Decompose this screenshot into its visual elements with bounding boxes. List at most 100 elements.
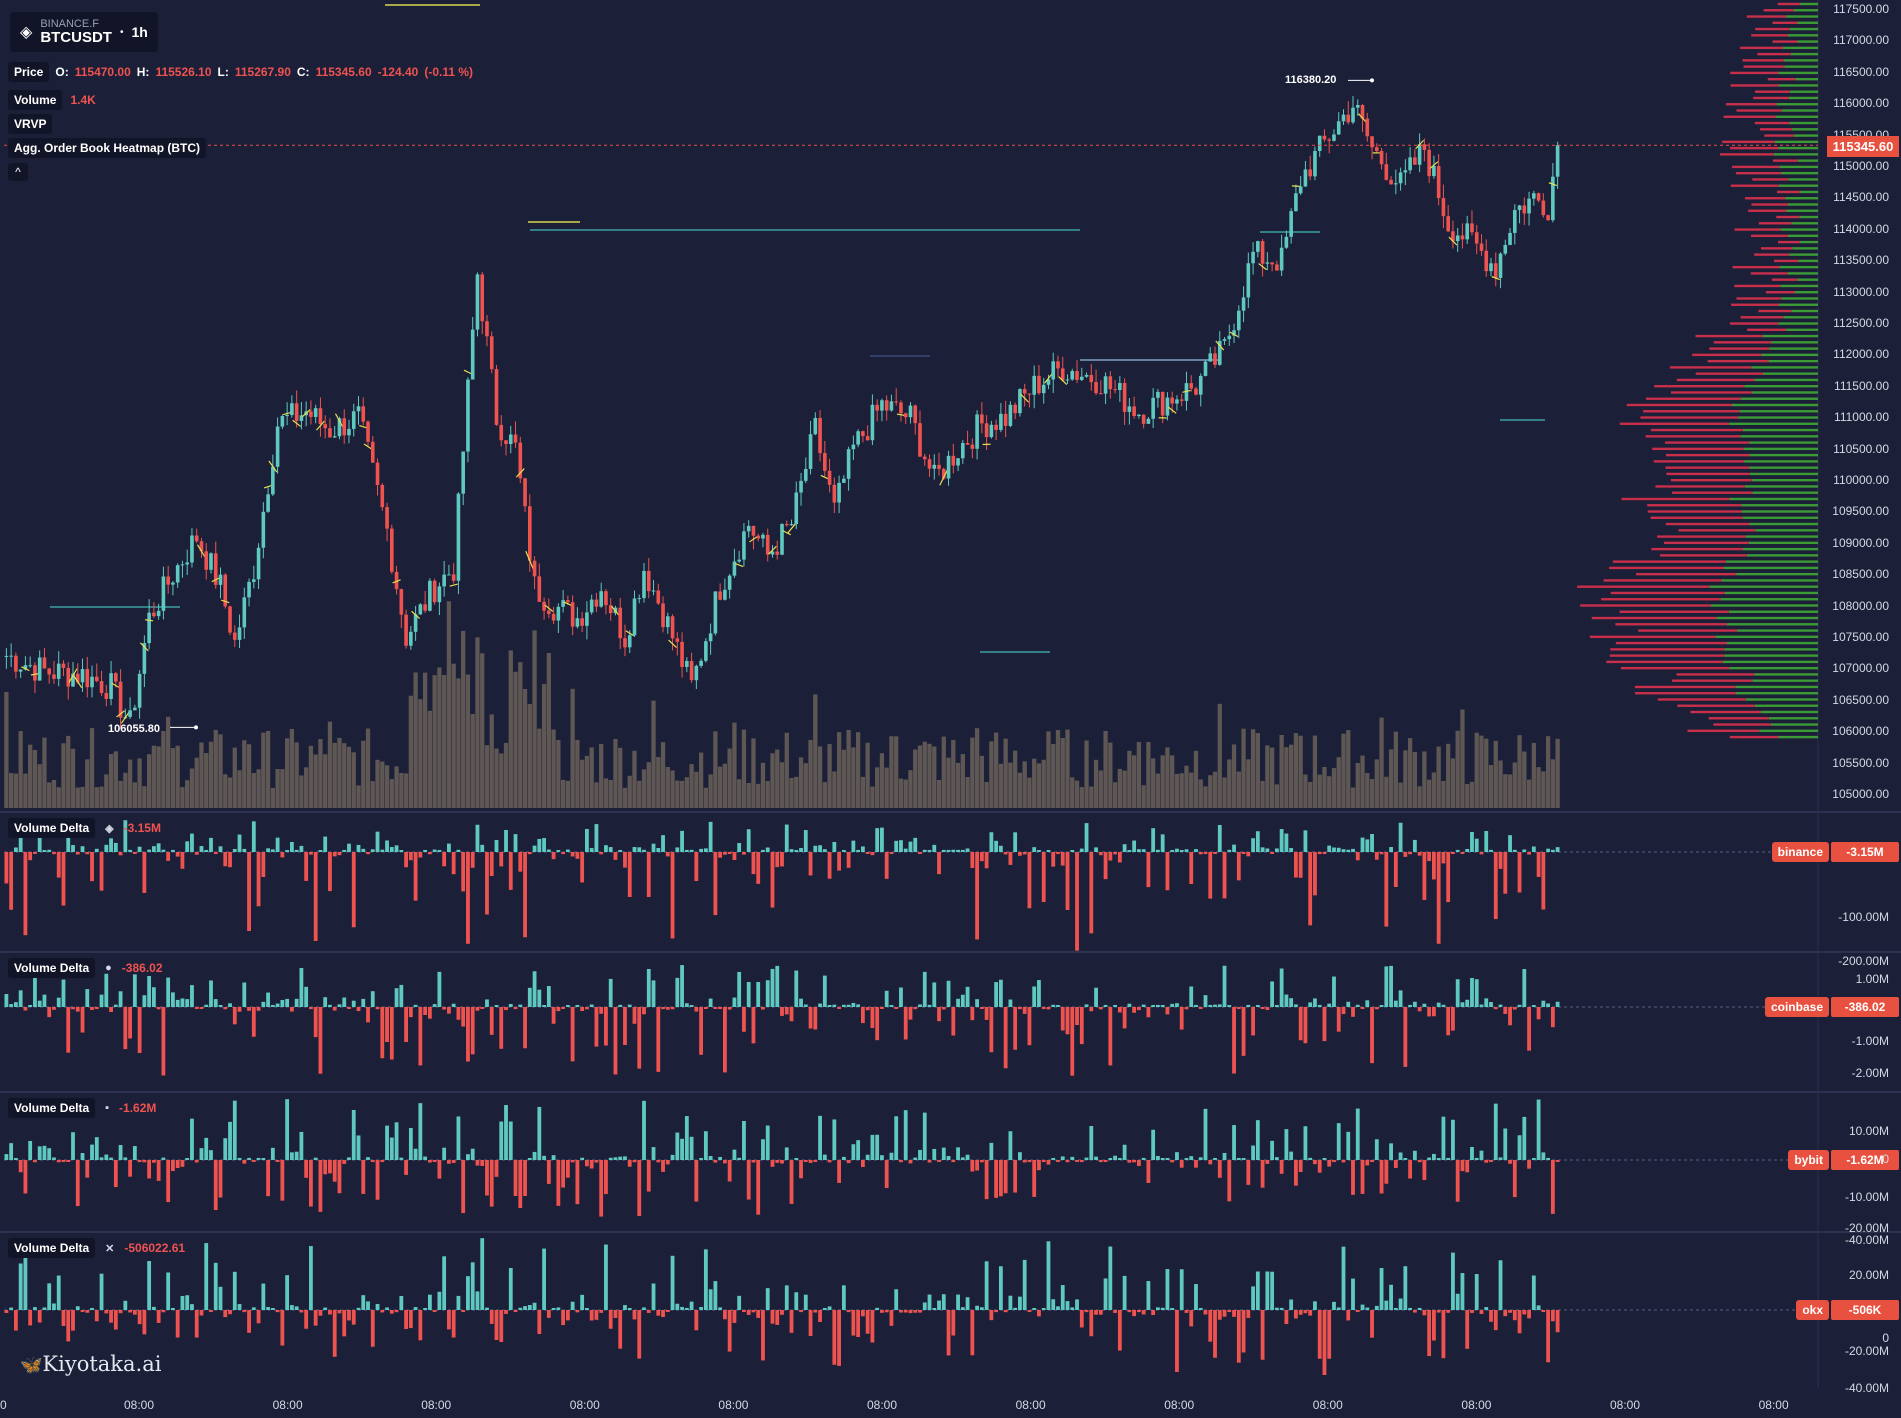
volume-delta-bar (1070, 1007, 1075, 1076)
volume-delta-bar (432, 1004, 437, 1007)
volume-bar (356, 785, 361, 808)
volume-delta-bar (637, 847, 642, 852)
volume-profile-sell-bar (1647, 510, 1742, 513)
volume-delta-bar (532, 1151, 537, 1160)
volume-profile-sell-bar (1657, 535, 1746, 538)
volume-delta-bar (937, 852, 941, 875)
volume-delta-bar (1189, 852, 1194, 884)
volume-delta-bar (242, 848, 247, 852)
symbol-header[interactable]: ◈ BINANCE.F BTCUSDT • 1h (10, 12, 158, 52)
volume-bar (884, 767, 889, 808)
volume-delta-bar (1336, 1307, 1341, 1310)
collapse-legend-button[interactable]: ^ (8, 163, 28, 181)
volume-delta-bar (770, 852, 775, 908)
volume-bar (80, 786, 85, 808)
volume-delta-bar (561, 852, 566, 855)
volume-profile-sell-bar (1620, 666, 1730, 670)
volume-delta-bar (504, 1007, 508, 1011)
volume-bar (1312, 735, 1318, 808)
candle-body (1094, 382, 1098, 394)
order-level-tick (1020, 393, 1030, 403)
price-tick-label: 114500.00 (1833, 190, 1889, 205)
volume-delta-bar (52, 1007, 56, 1010)
volume-bar (1051, 743, 1056, 808)
volume-delta-bar (1175, 1310, 1179, 1372)
volume-delta-bar (475, 1007, 480, 1011)
volume-profile-buy-bar (1794, 291, 1818, 294)
exchange-name: BINANCE.F (40, 18, 99, 30)
volume-delta-bar (1531, 846, 1536, 852)
volume-bar (932, 746, 937, 808)
volume-delta-bar (399, 1295, 404, 1310)
volume-label[interactable]: Volume (8, 90, 63, 110)
volume-delta-bar (1436, 852, 1441, 944)
candle-body (1113, 389, 1117, 391)
volume-delta-bar (1332, 1301, 1336, 1310)
volume-delta-bar (1284, 1129, 1289, 1160)
volume-profile-buy-bar (1799, 215, 1818, 219)
volume-delta-bar (47, 1283, 52, 1310)
volume-profile-buy-bar (1783, 316, 1818, 319)
volume-delta-bar (951, 1310, 956, 1336)
volume-bar (284, 738, 290, 808)
volume-delta-bar (261, 1001, 266, 1007)
volume-delta-bar (827, 852, 832, 879)
volume-delta-bar (42, 1145, 47, 1160)
volume-delta-bar (1355, 1310, 1360, 1313)
volume-bar (1436, 746, 1441, 808)
volume-delta-label[interactable]: Volume Delta (8, 958, 96, 978)
okx-badge: okx (1796, 1300, 1829, 1320)
heatmap-label[interactable]: Agg. Order Book Heatmap (BTC) (8, 138, 207, 158)
close-value: 115345.60 (315, 65, 372, 79)
volume-delta-bar (532, 971, 537, 1007)
candle-body (875, 404, 879, 411)
volume-delta-bar (694, 1310, 699, 1331)
order-level-tick (668, 639, 677, 649)
volume-delta-bar (841, 1004, 846, 1007)
volume-profile-sell-bar (1653, 460, 1745, 463)
volume-delta-bar (1241, 1157, 1246, 1160)
volume-delta-label[interactable]: Volume Delta (8, 1098, 96, 1118)
volume-bar (365, 728, 371, 808)
time-tick-label: 08:00 (124, 1398, 155, 1412)
candle-body (1084, 374, 1089, 377)
price-label[interactable]: Price (8, 62, 50, 82)
volume-profile-buy-bar (1787, 272, 1818, 275)
volume-bar (442, 675, 447, 808)
volume-bar (1222, 777, 1227, 808)
volume-profile-buy-bar (1762, 372, 1818, 375)
volume-profile-sell-bar (1676, 673, 1755, 676)
candle-body (675, 638, 680, 642)
candle-body (1555, 145, 1560, 177)
volume-delta-bar (223, 1138, 228, 1160)
volume-delta-label[interactable]: Volume Delta (8, 1238, 96, 1258)
volume-delta-bar (99, 1157, 104, 1160)
volume-bar (508, 650, 513, 808)
volume-delta-bar (570, 1007, 575, 1062)
candle-body (837, 482, 841, 503)
volume-delta-bar (1332, 976, 1336, 1007)
volume-delta-bar (737, 1157, 742, 1160)
volume-delta-bar (1022, 1007, 1027, 1014)
volume-delta-bar (1117, 1310, 1122, 1351)
vrvp-label[interactable]: VRVP (8, 114, 53, 134)
volume-bar (484, 745, 490, 808)
price-tick-label: 107000.00 (1832, 661, 1889, 676)
volume-delta-label[interactable]: Volume Delta (8, 818, 96, 838)
volume-delta-bar (166, 852, 171, 861)
candle-body (499, 424, 504, 441)
volume-delta-bar (927, 1294, 932, 1310)
volume-delta-bar (1451, 1007, 1455, 1031)
volume-delta-bar (1184, 1157, 1189, 1160)
volume-profile-sell-bar (1671, 391, 1752, 394)
volume-bar (1545, 736, 1551, 808)
volume-delta-bar (1327, 1003, 1332, 1007)
timeframe-button[interactable]: 1h (131, 24, 148, 40)
volume-delta-bar (52, 1303, 56, 1310)
candle-body (280, 416, 285, 427)
volume-delta-bar (718, 1156, 723, 1160)
ohlc-legend: Price O: 115470.00 H: 115526.10 L: 115267.9… (8, 62, 473, 82)
volume-bar (156, 746, 161, 808)
volume-delta-bar (1179, 1160, 1184, 1168)
